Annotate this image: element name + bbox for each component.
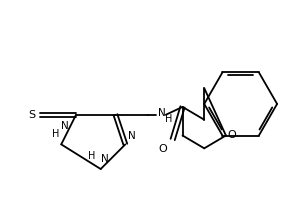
Text: H: H [52, 129, 59, 139]
Text: S: S [28, 110, 35, 120]
Text: N: N [101, 154, 109, 164]
Text: N: N [128, 131, 136, 141]
Text: H: H [165, 114, 172, 124]
Text: O: O [158, 144, 167, 154]
Text: O: O [227, 130, 236, 140]
Text: N: N [158, 108, 166, 118]
Text: H: H [88, 151, 95, 161]
Text: N: N [61, 121, 69, 131]
